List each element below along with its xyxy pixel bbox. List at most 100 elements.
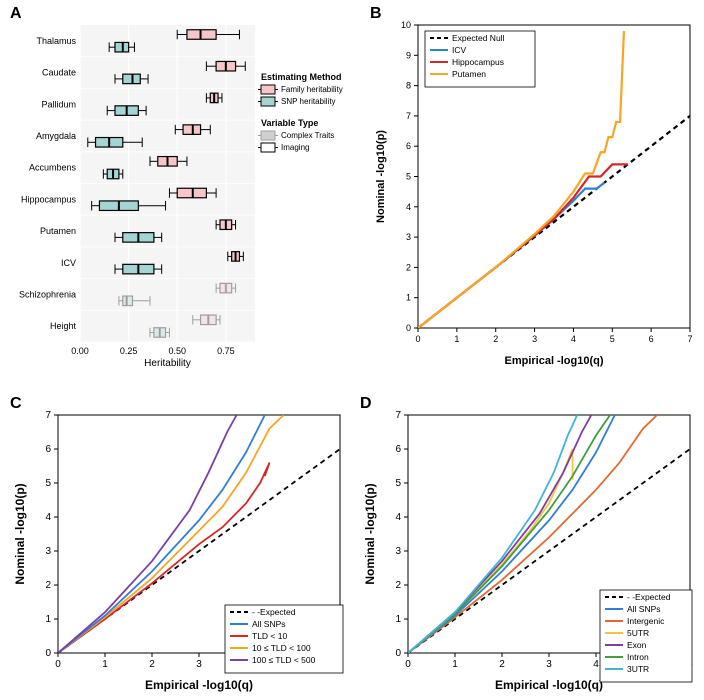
svg-text:3: 3 xyxy=(546,659,552,670)
svg-text:6: 6 xyxy=(45,444,51,455)
svg-text:0: 0 xyxy=(406,323,411,333)
svg-text:Empirical -log10(q): Empirical -log10(q) xyxy=(495,678,603,692)
series-exon xyxy=(408,415,591,653)
svg-text:Empirical -log10(q): Empirical -log10(q) xyxy=(504,355,603,367)
svg-text:0: 0 xyxy=(45,648,51,659)
series-100-500 xyxy=(58,415,237,653)
svg-text:2: 2 xyxy=(395,580,401,591)
svg-text:4: 4 xyxy=(593,659,599,670)
panel-d-label: D xyxy=(360,395,372,413)
svg-text:Intron: Intron xyxy=(627,652,649,662)
svg-text:Thalamus: Thalamus xyxy=(36,36,76,46)
series-allsnps xyxy=(408,415,615,653)
svg-text:Pallidum: Pallidum xyxy=(41,99,76,109)
svg-text:1: 1 xyxy=(452,659,458,670)
svg-text:3: 3 xyxy=(45,546,51,557)
svg-text:5: 5 xyxy=(610,334,615,344)
svg-text:5: 5 xyxy=(406,172,411,182)
svg-text:6: 6 xyxy=(406,141,411,151)
svg-text:2: 2 xyxy=(493,334,498,344)
svg-text:Putamen: Putamen xyxy=(40,226,76,236)
svgD-legend: - -Expected All SNPs Intergenic 5UTR Exon Int… xyxy=(600,590,692,682)
svg-text:2: 2 xyxy=(45,580,51,591)
svg-text:Empirical -log10(q): Empirical -log10(q) xyxy=(145,678,253,692)
svg-text:3UTR: 3UTR xyxy=(627,664,649,674)
svg-text:1: 1 xyxy=(102,659,108,670)
panel-a-label: A xyxy=(10,5,22,23)
svg-text:2: 2 xyxy=(499,659,505,670)
svg-text:Hippocampus: Hippocampus xyxy=(452,57,504,67)
panel-d-chart: 012345601234567Empirical -log10(q)Nomina… xyxy=(360,395,700,695)
svgB-legend: Expected Null ICV Hippocampus Putamen xyxy=(425,31,535,87)
svg-text:6: 6 xyxy=(649,334,654,344)
svg-text:0.25: 0.25 xyxy=(120,346,138,356)
svg-text:0: 0 xyxy=(55,659,61,670)
svg-text:7: 7 xyxy=(406,111,411,121)
svg-text:Height: Height xyxy=(50,321,77,331)
svg-text:All SNPs: All SNPs xyxy=(252,619,286,629)
svg-text:6: 6 xyxy=(395,444,401,455)
svg-text:ICV: ICV xyxy=(61,258,76,268)
svg-text:4: 4 xyxy=(45,512,51,523)
svg-text:4: 4 xyxy=(571,334,576,344)
svg-text:1: 1 xyxy=(395,614,401,625)
svgC-legend: - -Expected All SNPs TLD < 10 10 ≤ TLD < 10… xyxy=(225,605,343,673)
svg-text:Imaging: Imaging xyxy=(281,143,309,152)
svg-text:0.00: 0.00 xyxy=(71,346,89,356)
svg-text:0: 0 xyxy=(405,659,411,670)
svg-text:0.75: 0.75 xyxy=(217,346,235,356)
svg-text:2: 2 xyxy=(149,659,155,670)
svg-text:5: 5 xyxy=(395,478,401,489)
svg-text:Nominal -log10(p): Nominal -log10(p) xyxy=(363,483,377,584)
panel-a: A 0.00 0.25 0.50 0.75 Thalamus Caudate Pallidu… xyxy=(10,5,360,375)
svg-text:Expected Null: Expected Null xyxy=(452,33,505,43)
svg-text:Intergenic: Intergenic xyxy=(627,616,665,626)
svg-text:4: 4 xyxy=(395,512,401,523)
svg-text:3: 3 xyxy=(406,232,411,242)
svg-text:7: 7 xyxy=(395,410,401,421)
svg-text:Schizophrenia: Schizophrenia xyxy=(19,289,76,299)
svg-text:Family heritability: Family heritability xyxy=(281,85,343,94)
svg-text:4: 4 xyxy=(406,202,411,212)
panel-c-chart: 012345601234567Empirical -log10(q)Nomina… xyxy=(10,395,350,695)
svg-text:0.50: 0.50 xyxy=(168,346,186,356)
panel-a-legend: Estimating Method Family heritability SNP … xyxy=(258,72,343,152)
svg-text:Putamen: Putamen xyxy=(452,69,486,79)
svg-text:Variable Type: Variable Type xyxy=(261,118,318,128)
svg-text:Exon: Exon xyxy=(627,640,647,650)
panel-b-chart: 01234567012345678910Empirical -log10(q)N… xyxy=(370,5,700,370)
panel-c-label: C xyxy=(10,395,22,413)
svg-text:Hippocampus: Hippocampus xyxy=(21,194,77,204)
svg-text:Amygdala: Amygdala xyxy=(36,131,76,141)
svg-text:Nominal -log10(p): Nominal -log10(p) xyxy=(13,483,27,584)
svg-text:0: 0 xyxy=(415,334,420,344)
svg-text:Nominal -log10(p): Nominal -log10(p) xyxy=(375,130,387,223)
svg-text:8: 8 xyxy=(406,81,411,91)
svg-text:3: 3 xyxy=(196,659,202,670)
svg-text:Estimating Method: Estimating Method xyxy=(261,72,342,82)
svg-text:1: 1 xyxy=(45,614,51,625)
svg-text:1: 1 xyxy=(406,293,411,303)
figure-root: A 0.00 0.25 0.50 0.75 Thalamus Caudate Pallidu… xyxy=(0,0,704,700)
svg-text:Heritability: Heritability xyxy=(144,358,191,369)
svg-text:7: 7 xyxy=(687,334,692,344)
svg-text:10 ≤ TLD < 100: 10 ≤ TLD < 100 xyxy=(252,643,311,653)
svg-text:5: 5 xyxy=(45,478,51,489)
svg-text:0: 0 xyxy=(395,648,401,659)
svg-text:TLD < 10: TLD < 10 xyxy=(252,631,287,641)
panel-b: B 01234567012345678910Empirical -log10(q… xyxy=(370,5,700,375)
svg-text:- -Expected: - -Expected xyxy=(627,592,671,602)
svg-text:100 ≤ TLD < 500: 100 ≤ TLD < 500 xyxy=(252,655,316,665)
svg-text:10: 10 xyxy=(401,20,411,30)
svg-text:Complex Traits: Complex Traits xyxy=(281,131,334,140)
svg-text:5UTR: 5UTR xyxy=(627,628,649,638)
panel-b-label: B xyxy=(370,5,382,23)
svg-text:Accumbens: Accumbens xyxy=(29,163,77,173)
svg-text:Caudate: Caudate xyxy=(42,68,76,78)
svg-text:9: 9 xyxy=(406,50,411,60)
svg-text:All SNPs: All SNPs xyxy=(627,604,661,614)
svg-text:- -Expected: - -Expected xyxy=(252,607,296,617)
svg-text:ICV: ICV xyxy=(452,45,467,55)
svg-text:3: 3 xyxy=(395,546,401,557)
svg-text:SNP heritability: SNP heritability xyxy=(281,97,336,106)
